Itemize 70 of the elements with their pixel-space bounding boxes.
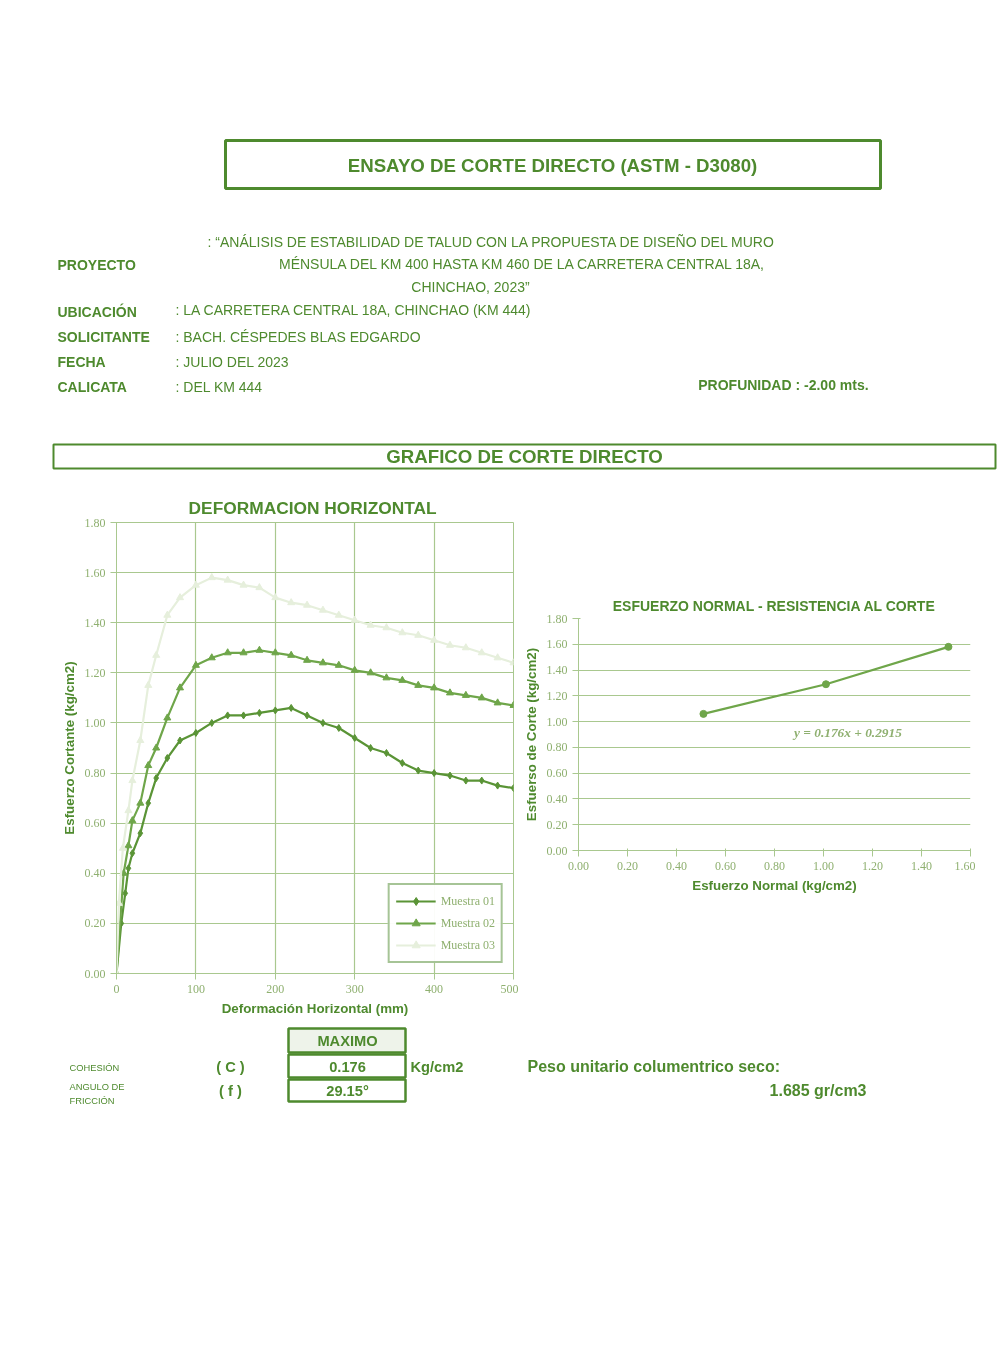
text: FECHA [57, 353, 106, 370]
y-tick-label: 0.20 [546, 817, 568, 832]
x-tick-label: 1.60 [954, 858, 976, 873]
y-tick-label: 0.00 [84, 966, 106, 981]
text: ANGULO DE [69, 1081, 125, 1092]
text: : LA CARRETERA CENTRAL 18A, CHINCHAO (KM 444) [175, 301, 531, 318]
text: : “ANÁLISIS DE ESTABILIDAD DE TALUD CON LA PROPUESTA DE DISEÑO DEL MURO [207, 233, 774, 250]
x-tick-label: 0.80 [764, 858, 785, 873]
text: : BACH. CÉSPEDES BLAS EDGARDO [175, 328, 421, 345]
x-tick-label: 200 [266, 981, 285, 996]
text: MAXIMO [317, 1032, 378, 1049]
x-tick-label: 1.20 [862, 858, 883, 873]
text: GRAFICO DE CORTE DIRECTO [386, 446, 663, 467]
x-tick-label: 400 [425, 981, 444, 996]
text: MÉNSULA DEL KM 400 HASTA KM 460 DE LA CARRETERA CENTRAL 18A, [279, 255, 764, 272]
x-tick-label: 0.60 [715, 858, 736, 873]
x-tick-label: 0.40 [666, 858, 687, 873]
y-tick-label: 0.60 [546, 766, 568, 781]
x-tick-label: 1.40 [911, 858, 932, 873]
y-tick-label: 1.80 [546, 611, 568, 626]
x-tick-label: 0.00 [568, 858, 589, 873]
annotation: y = 0.176x + 0.2915 [792, 724, 903, 740]
x-tick-label: 100 [186, 981, 205, 996]
y-tick-label: 1.60 [84, 565, 106, 580]
y-tick-label: 1.00 [84, 715, 106, 730]
x-tick-label: 1.00 [813, 858, 834, 873]
text: PROFUNIDAD : -2.00 mts. [698, 376, 869, 393]
y-tick-label: 1.40 [84, 615, 106, 630]
text: FRICCIÓN [69, 1095, 115, 1106]
text: 29.15° [326, 1082, 369, 1099]
y-tick-label: 0.20 [84, 916, 106, 931]
y-axis-title: Esfuerzo Cortante (kg/cm2) [61, 661, 77, 835]
text: COHESIÓN [69, 1062, 120, 1073]
legend-label: Muestra 01 [440, 893, 495, 909]
text: UBICACIÓN [57, 302, 137, 320]
y-tick-label: 1.20 [84, 665, 106, 680]
y-tick-label: 1.20 [546, 688, 568, 703]
y-tick-label: 1.80 [84, 515, 106, 530]
y-tick-label: 0.40 [546, 791, 568, 806]
text: 0.176 [329, 1058, 366, 1075]
x-axis-title: Deformación Horizontal (mm) [221, 1000, 409, 1016]
text: ENSAYO DE CORTE DIRECTO (ASTM - D3080) [347, 155, 758, 176]
x-tick-label: 500 [500, 981, 519, 996]
y-tick-label: 0.00 [546, 843, 568, 858]
y-tick-label: 1.40 [546, 663, 568, 678]
y-tick-label: 1.00 [546, 714, 568, 729]
text: CALICATA [57, 378, 127, 395]
text: SOLICITANTE [57, 328, 150, 345]
chart-title: DEFORMACION HORIZONTAL [188, 497, 438, 518]
text: PROYECTO [57, 256, 136, 273]
y-axis-title: Esfuerso de Corte (kg/cm2) [523, 647, 539, 822]
legend-label: Muestra 02 [440, 915, 495, 931]
x-axis-title: Esfuerzo Normal (kg/cm2) [692, 877, 857, 893]
y-tick-label: 1.60 [546, 637, 568, 652]
x-tick-label: 0 [113, 981, 120, 996]
text: : DEL KM 444 [175, 378, 263, 395]
y-tick-label: 0.80 [546, 740, 568, 755]
text: : JULIO DEL 2023 [175, 353, 289, 370]
text: ( f ) [219, 1082, 243, 1099]
text: Peso unitario columentrico seco: [527, 1058, 780, 1075]
chart-title: ESFUERZO NORMAL - RESISTENCIA AL CORTE [612, 597, 935, 614]
text: 1.685 gr/cm3 [769, 1082, 867, 1099]
legend-label: Muestra 03 [440, 937, 495, 953]
x-tick-label: 300 [345, 981, 364, 996]
y-tick-label: 0.80 [84, 766, 106, 781]
y-tick-label: 0.60 [84, 816, 106, 831]
text: Kg/cm2 [410, 1058, 464, 1075]
text: ( C ) [216, 1058, 245, 1075]
text: CHINCHAO, 2023” [411, 278, 530, 295]
x-tick-label: 0.20 [617, 858, 638, 873]
